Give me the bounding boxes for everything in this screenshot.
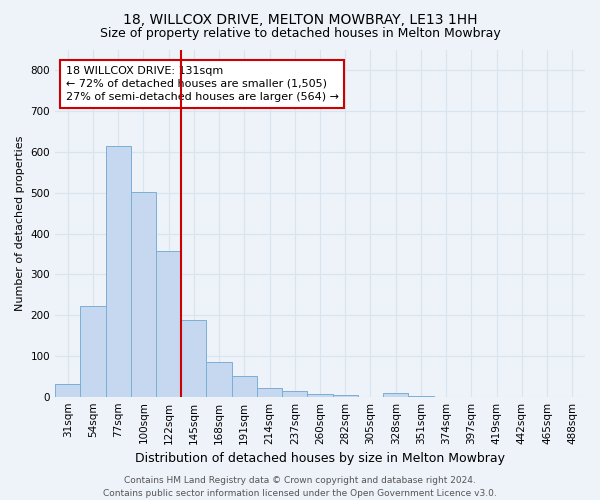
Bar — [131, 192, 156, 396]
Bar — [80, 306, 106, 396]
Text: 18, WILLCOX DRIVE, MELTON MOWBRAY, LE13 1HH: 18, WILLCOX DRIVE, MELTON MOWBRAY, LE13 … — [123, 12, 477, 26]
Bar — [206, 362, 232, 396]
Bar — [55, 384, 80, 396]
Text: Size of property relative to detached houses in Melton Mowbray: Size of property relative to detached ho… — [100, 28, 500, 40]
Bar — [332, 394, 358, 396]
Text: Contains HM Land Registry data © Crown copyright and database right 2024.
Contai: Contains HM Land Registry data © Crown c… — [103, 476, 497, 498]
Y-axis label: Number of detached properties: Number of detached properties — [15, 136, 25, 311]
Bar — [257, 388, 282, 396]
Bar — [383, 394, 409, 396]
Bar — [282, 391, 307, 396]
Bar — [181, 320, 206, 396]
Bar — [307, 394, 332, 396]
Bar — [156, 251, 181, 396]
Bar — [232, 376, 257, 396]
Text: 18 WILLCOX DRIVE: 131sqm
← 72% of detached houses are smaller (1,505)
27% of sem: 18 WILLCOX DRIVE: 131sqm ← 72% of detach… — [65, 66, 338, 102]
X-axis label: Distribution of detached houses by size in Melton Mowbray: Distribution of detached houses by size … — [135, 452, 505, 465]
Bar — [106, 146, 131, 396]
